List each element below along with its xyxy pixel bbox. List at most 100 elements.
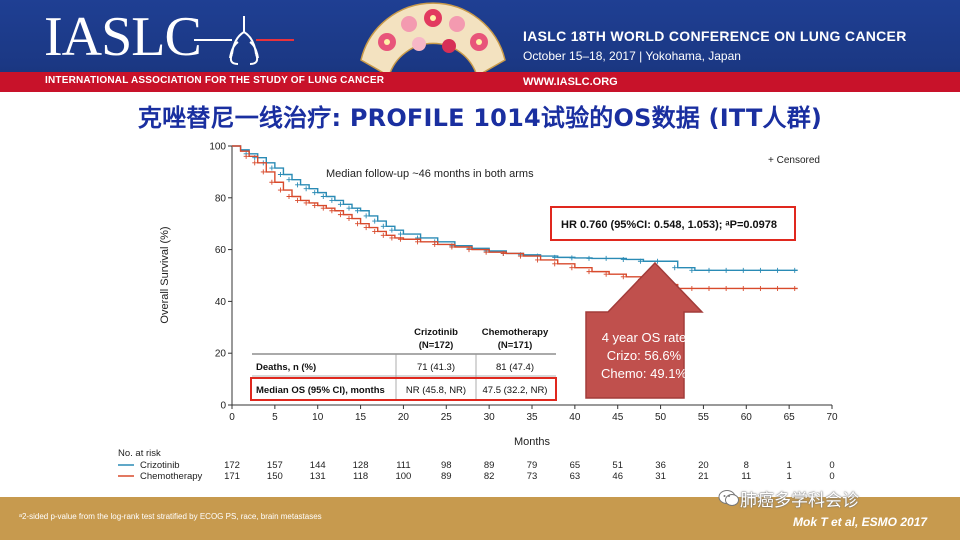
y-tick-label: 80 [215, 193, 227, 204]
x-tick-label: 30 [484, 412, 496, 423]
at-risk-value: 36 [655, 460, 666, 471]
censor-mark [466, 247, 472, 253]
censor-mark [689, 267, 695, 273]
censor-mark [620, 274, 626, 280]
at-risk-value: 144 [310, 460, 326, 471]
censor-mark [295, 182, 301, 188]
y-tick-label: 60 [215, 245, 227, 256]
censor-mark [277, 187, 283, 193]
at-risk-value: 0 [829, 460, 834, 471]
x-tick-label: 5 [272, 412, 278, 423]
x-axis-title: Months [514, 436, 551, 448]
at-risk-value: 98 [441, 460, 452, 471]
censor-mark [372, 228, 378, 234]
censor-mark [329, 197, 335, 203]
censor-mark [372, 218, 378, 224]
censor-mark [320, 205, 326, 211]
y-axis-title: Overall Survival (%) [159, 226, 171, 323]
chart-series [232, 145, 798, 291]
censor-mark [286, 177, 292, 183]
banner-red-stripe [0, 72, 960, 92]
table-row-1-crizotinib: 71 (41.3) [417, 362, 455, 373]
censor-mark [603, 255, 609, 261]
censored-legend: + Censored [768, 155, 820, 166]
censor-mark [672, 265, 678, 271]
at-risk-value: 0 [829, 471, 834, 482]
at-risk-value: 111 [396, 460, 410, 471]
censor-mark [286, 194, 292, 200]
at-risk-value: 171 [224, 471, 240, 482]
at-risk-value: 65 [570, 460, 581, 471]
censor-mark [303, 186, 309, 192]
censor-mark [500, 250, 506, 256]
x-tick-label: 0 [229, 412, 235, 423]
x-tick-label: 20 [398, 412, 410, 423]
censor-mark [552, 254, 558, 260]
at-risk-value: 20 [698, 460, 709, 471]
hr-text: HR 0.760 (95%CI: 0.548, 1.053); ᵃP=0.097… [561, 219, 777, 231]
series-line-chemotherapy [232, 145, 798, 290]
x-tick-label: 60 [741, 412, 753, 423]
censor-mark [269, 179, 275, 185]
chart-axes: 0 20 40 60 80 100 0 5 10 15 20 25 30 35 40 45 50 55 60 65 70 [209, 142, 838, 424]
conference-url[interactable]: WWW.IASLC.ORG [523, 76, 618, 88]
conference-banner: IASLC IASLC 18TH WORLD CONFERENCE ON LUN… [0, 0, 960, 92]
at-risk-value: 46 [612, 471, 623, 482]
table-row-2-crizotinib: NR (45.8, NR) [406, 385, 466, 396]
slide-title: 克唑替尼一线治疗: PROFILE 1014试验的OS数据 (ITT人群) [137, 104, 823, 132]
at-risk-value: 79 [527, 460, 538, 471]
censor-mark [303, 200, 309, 206]
wechat-icon [718, 490, 739, 506]
censor-mark [620, 256, 626, 262]
censor-mark [337, 212, 343, 218]
table-row-2-chemotherapy: 47.5 (32.2, NR) [483, 385, 548, 396]
os-rate-callout [585, 261, 704, 399]
conference-title: IASLC 18TH WORLD CONFERENCE ON LUNG CANC… [523, 28, 907, 44]
at-risk-value: 157 [267, 460, 283, 471]
censor-mark [723, 267, 729, 273]
x-tick-label: 15 [355, 412, 367, 423]
censor-mark [355, 208, 361, 214]
censor-mark [363, 213, 369, 219]
censor-mark [380, 232, 386, 238]
at-risk-title: No. at risk [118, 448, 161, 459]
censor-mark [637, 258, 643, 264]
x-tick-label: 25 [441, 412, 453, 423]
censor-mark [449, 244, 455, 250]
callout-line-1: 4 year OS rate [602, 330, 687, 345]
x-tick-label: 55 [698, 412, 710, 423]
censor-mark [252, 160, 258, 166]
x-tick-label: 45 [612, 412, 624, 423]
hr-box [550, 206, 796, 241]
censor-mark [586, 255, 592, 261]
at-risk-value: 1 [786, 460, 791, 471]
at-risk-value: 31 [655, 471, 666, 482]
censor-mark [346, 216, 352, 222]
x-tick-label: 65 [784, 412, 796, 423]
at-risk-value: 89 [484, 460, 495, 471]
censor-mark [295, 197, 301, 203]
at-risk-value: 118 [353, 471, 368, 482]
table-col2-header: Chemotherapy [482, 327, 549, 338]
y-tick-label: 100 [209, 142, 226, 153]
censor-mark [397, 236, 403, 242]
censor-mark [243, 153, 249, 159]
at-risk-row-name: Crizotinib [140, 460, 180, 471]
at-risk-value: 11 [741, 471, 751, 482]
table-row-1-chemotherapy: 81 (47.4) [496, 362, 534, 373]
slide-footer: ᵃ2-sided p-value from the log-rank test … [0, 497, 960, 540]
censor-mark [320, 194, 326, 200]
iaslc-logo: IASLC [44, 6, 202, 68]
at-risk-value: 172 [224, 460, 240, 471]
censor-mark [415, 239, 421, 245]
at-risk-value: 73 [527, 471, 538, 482]
censor-mark [757, 267, 763, 273]
censor-mark [346, 205, 352, 211]
censor-mark [552, 261, 558, 267]
censor-mark [569, 255, 575, 261]
censor-mark [312, 190, 318, 196]
censor-mark [260, 169, 266, 175]
censor-mark [792, 285, 798, 291]
callout-line-3: Chemo: 49.1% [601, 366, 687, 381]
at-risk-row-name: Chemotherapy [140, 471, 203, 482]
